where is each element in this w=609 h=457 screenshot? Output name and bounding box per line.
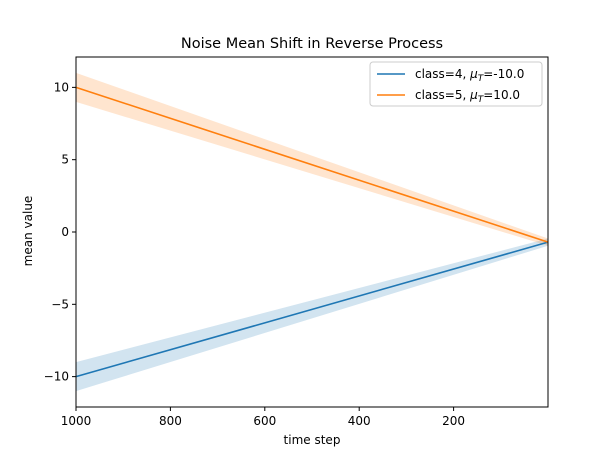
series-1-line bbox=[75, 86, 549, 243]
series-0-band bbox=[76, 238, 548, 392]
series-0-line bbox=[75, 241, 549, 378]
x-tick-label: 200 bbox=[442, 414, 465, 428]
y-tick-label: 0 bbox=[61, 225, 69, 239]
x-tick-label: 600 bbox=[253, 414, 276, 428]
y-tick-label: −10 bbox=[44, 370, 69, 384]
x-tick-label: 1000 bbox=[61, 414, 92, 428]
series-lines bbox=[75, 86, 549, 378]
legend-box bbox=[369, 61, 543, 107]
x-axis-label: time step bbox=[284, 433, 341, 447]
chart-title: Noise Mean Shift in Reverse Process bbox=[181, 36, 443, 52]
confidence-bands bbox=[76, 72, 548, 392]
legend-label-0: class=4, μT=-10.0 bbox=[415, 67, 524, 84]
y-axis-label: mean value bbox=[21, 196, 35, 267]
x-tick-label: 400 bbox=[348, 414, 371, 428]
legend-label-1: class=5, μT=10.0 bbox=[415, 88, 520, 105]
y-axis-ticks: 10 5 0 −5 −10 bbox=[44, 80, 76, 384]
series-1-band bbox=[76, 72, 548, 246]
x-axis-ticks: 1000 800 600 400 200 bbox=[61, 407, 465, 428]
legend: class=4, μT=-10.0 class=5, μT=10.0 bbox=[369, 61, 543, 107]
y-tick-label: −5 bbox=[51, 297, 69, 311]
y-tick-label: 10 bbox=[54, 80, 69, 94]
y-tick-label: 5 bbox=[61, 153, 69, 167]
x-tick-label: 800 bbox=[159, 414, 182, 428]
